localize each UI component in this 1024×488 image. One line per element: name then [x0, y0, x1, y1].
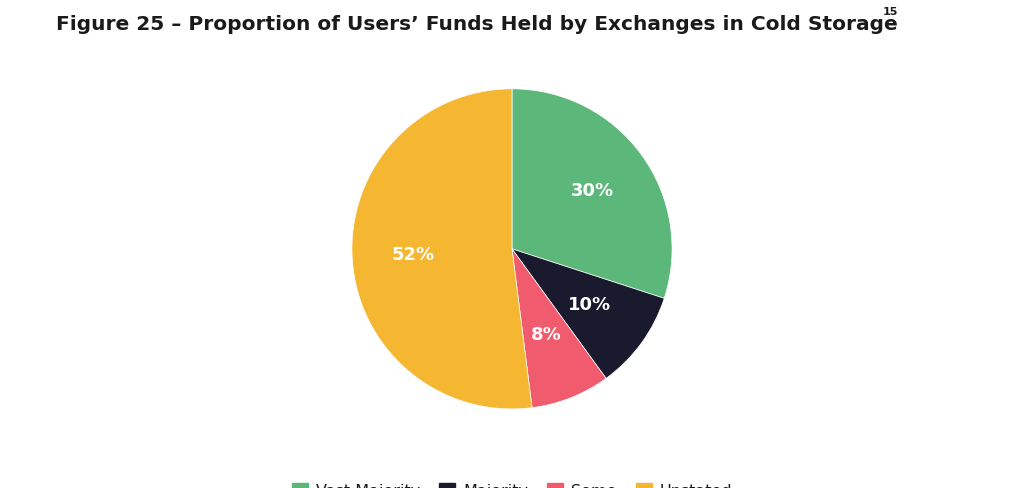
- Text: 10%: 10%: [568, 296, 611, 314]
- Wedge shape: [352, 89, 532, 409]
- Text: 15: 15: [883, 7, 898, 17]
- Wedge shape: [512, 249, 665, 378]
- Wedge shape: [512, 249, 606, 407]
- Text: Figure 25 – Proportion of Users’ Funds Held by Exchanges in Cold Storage: Figure 25 – Proportion of Users’ Funds H…: [56, 15, 898, 34]
- Text: 52%: 52%: [391, 246, 434, 264]
- Text: 8%: 8%: [530, 326, 561, 344]
- Legend: Vast Majority, Majority, Some, Unstated: Vast Majority, Majority, Some, Unstated: [286, 477, 738, 488]
- Wedge shape: [512, 89, 672, 298]
- Text: 30%: 30%: [570, 182, 613, 200]
